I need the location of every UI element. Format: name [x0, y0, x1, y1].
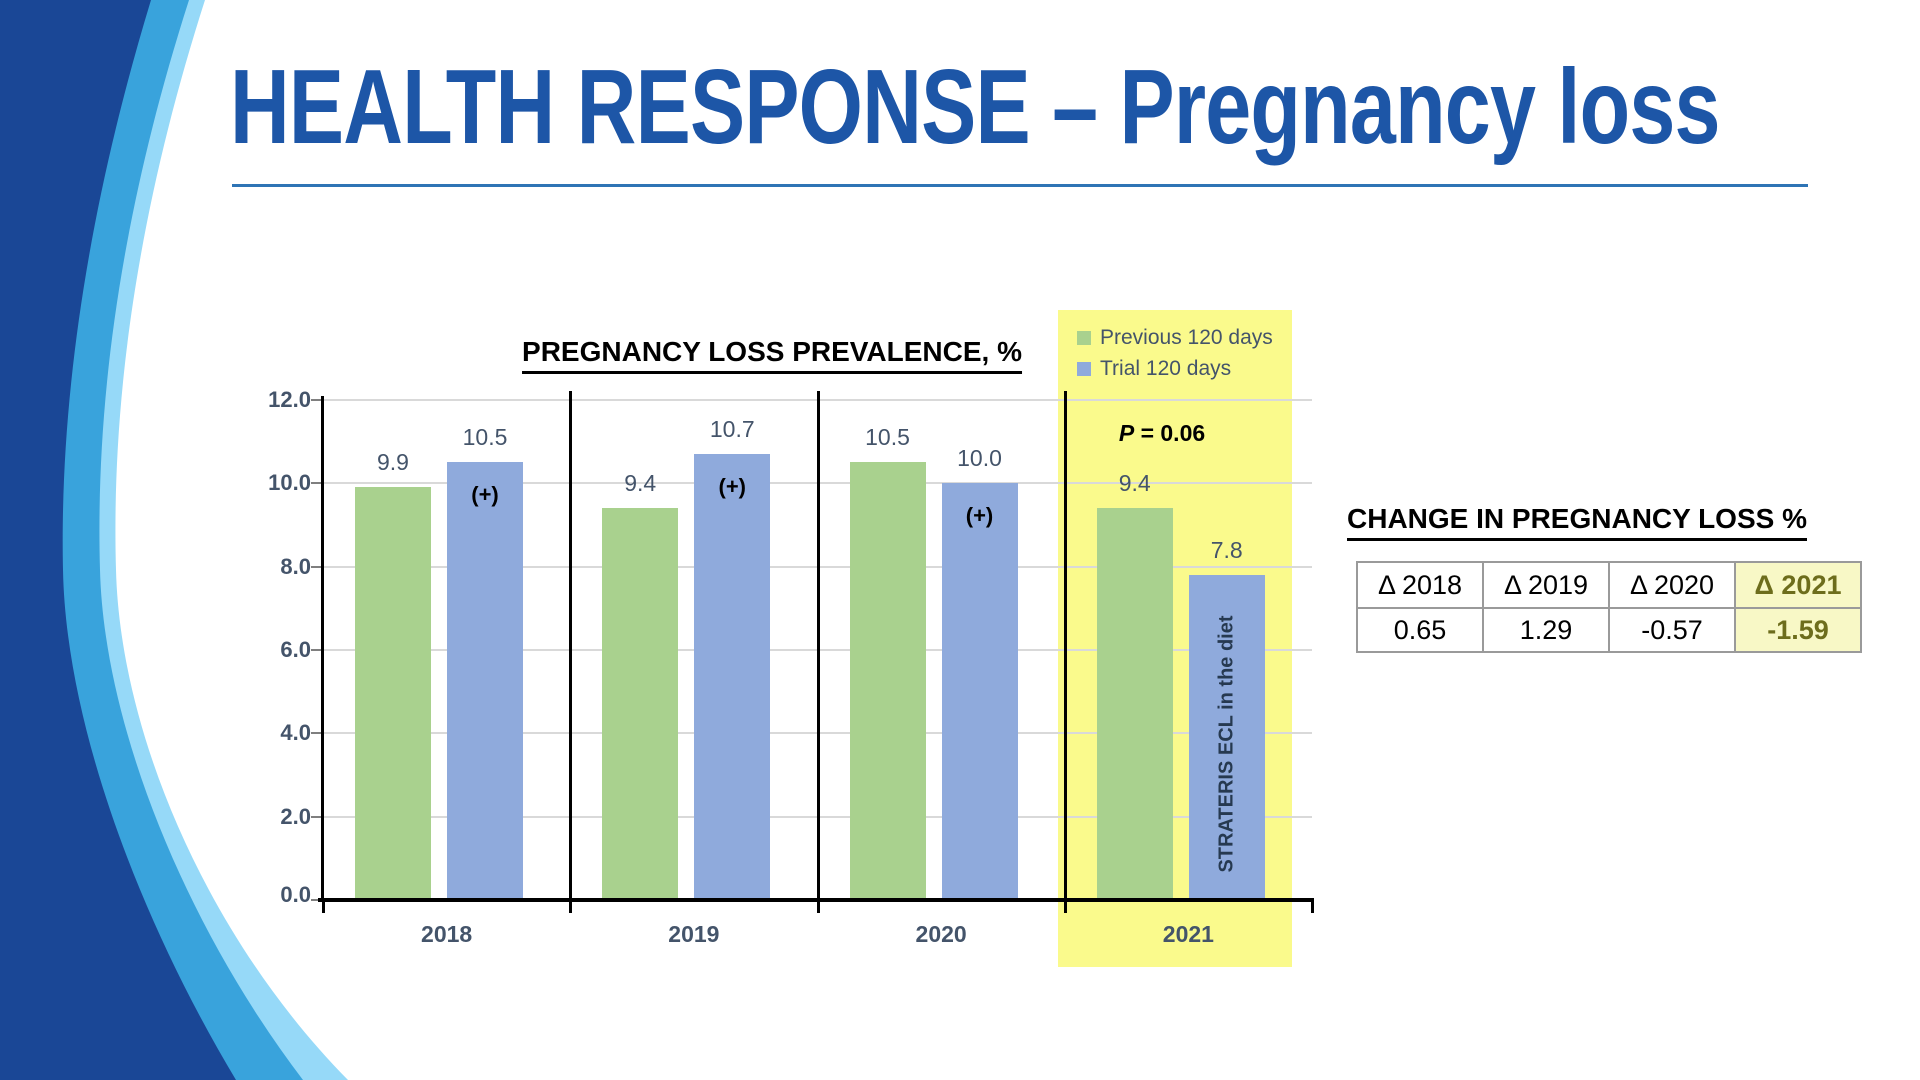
change-table-header-2: Δ 2020 — [1608, 561, 1736, 609]
y-axis-label-0: 0.0 — [280, 882, 311, 907]
y-axis-tick-12 — [311, 398, 321, 401]
change-table-value-3: -1.59 — [1734, 607, 1862, 653]
change-table-title: CHANGE IN PREGNANCY LOSS % — [1347, 503, 1807, 541]
left-swoosh-decoration — [0, 0, 348, 1080]
x-axis-tick-1 — [569, 898, 573, 913]
change-table-value-0: 0.65 — [1356, 607, 1484, 653]
x-axis-label-2020: 2020 — [915, 921, 967, 947]
legend-label: Trial 120 days — [1100, 357, 1232, 380]
change-table-value-1: 1.29 — [1482, 607, 1610, 653]
bar-value-label: 10.5 — [462, 424, 508, 451]
y-axis-label-4: 4.0 — [280, 720, 311, 746]
bar-trial-2020 — [941, 483, 1018, 898]
bar-trial-2018 — [447, 462, 523, 898]
bar-value-label: 10.0 — [957, 445, 1002, 472]
group-divider-1 — [569, 391, 573, 902]
significance-annotation-2019: (+) — [718, 474, 747, 500]
legend-item-trial: Trial 120 days — [1077, 357, 1231, 381]
x-axis-line — [318, 898, 1314, 902]
y-axis-label-2: 2.0 — [280, 803, 311, 829]
x-axis-tick-0 — [322, 898, 325, 913]
bar-previous-2019 — [602, 508, 679, 898]
y-axis-tick-6 — [311, 648, 321, 651]
x-axis-tick-4 — [1311, 898, 1314, 913]
change-table-header-1: Δ 2019 — [1482, 561, 1610, 609]
page-title: HEALTH RESPONSE – Pregnancy loss — [230, 48, 1721, 166]
y-axis-line — [321, 396, 324, 902]
bar-trial-2019 — [694, 454, 771, 898]
legend-label: Previous 120 days — [1100, 326, 1273, 349]
legend-item-previous: Previous 120 days — [1077, 326, 1273, 350]
bar-previous-2018 — [355, 487, 431, 898]
y-axis-label-8: 8.0 — [280, 553, 311, 579]
y-axis-tick-4 — [311, 732, 321, 735]
chart-title: PREGNANCY LOSS PREVALENCE, % — [522, 336, 1022, 374]
y-axis-label-10: 10.0 — [268, 470, 311, 496]
change-table-header-0: Δ 2018 — [1356, 561, 1484, 609]
change-table-header-3: Δ 2021 — [1734, 561, 1862, 609]
diet-annotation-vertical-text: STRATERIS ECL in the diet — [1215, 615, 1238, 874]
x-axis-label-2019: 2019 — [668, 921, 720, 947]
change-table: Δ 2018 Δ 2019 Δ 2020 Δ 2021 0.65 1.29 -0.57 -1.… — [1356, 561, 1862, 653]
p-value-label: P = 0.06 — [1119, 420, 1205, 447]
significance-annotation-2018: (+) — [471, 482, 499, 508]
legend-swatch-icon — [1077, 362, 1091, 376]
p-rest: = 0.06 — [1134, 420, 1206, 446]
change-table-value-2: -0.57 — [1608, 607, 1736, 653]
bar-value-label: 9.9 — [377, 449, 409, 476]
x-axis-label-2021: 2021 — [1162, 921, 1214, 947]
y-axis-label-6: 6.0 — [280, 636, 311, 662]
bar-trial-2021 — [1188, 574, 1265, 898]
y-axis-tick-10 — [311, 482, 321, 485]
x-axis-label-2018: 2018 — [421, 921, 473, 947]
significance-annotation-2020: (+) — [965, 503, 994, 529]
bar-previous-2021 — [1096, 508, 1173, 898]
bar-value-label: 10.7 — [709, 416, 755, 443]
swoosh-navy-body — [0, 0, 236, 1080]
y-axis-tick-0 — [311, 899, 321, 901]
group-divider-3 — [1063, 391, 1067, 902]
x-axis-tick-2 — [816, 898, 820, 913]
p-symbol: P — [1118, 420, 1135, 446]
bar-value-label: 10.5 — [865, 424, 910, 451]
y-axis-tick-2 — [311, 815, 321, 818]
bar-previous-2020 — [849, 462, 926, 898]
bar-value-label: 7.8 — [1210, 536, 1243, 563]
title-underline-rule — [232, 184, 1808, 187]
bar-value-label: 9.4 — [1118, 470, 1151, 497]
y-axis-tick-8 — [311, 565, 321, 568]
y-axis-label-12: 12.0 — [268, 386, 311, 412]
bar-value-label: 9.4 — [624, 470, 657, 497]
legend-swatch-icon — [1077, 331, 1091, 345]
group-divider-2 — [816, 391, 820, 902]
x-axis-tick-3 — [1063, 898, 1067, 913]
